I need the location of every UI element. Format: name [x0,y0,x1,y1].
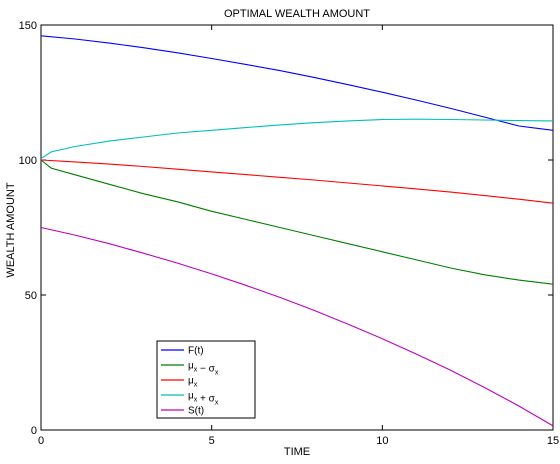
x-tick-label: 0 [38,435,44,447]
y-tick-label: 0 [31,425,37,437]
plot-frame [40,24,554,431]
x-axis-label: TIME [284,446,310,458]
x-tick-label: 10 [376,435,388,447]
legend-label-mu_plus: μx + σx [188,391,219,407]
y-tick-label: 50 [25,290,37,302]
series-line-mu [40,159,554,204]
y-tick-label: 150 [19,20,37,32]
series-line-mu_minus [40,159,554,285]
series-line-mu_plus [40,118,554,160]
legend-label-S: S(t) [188,406,204,417]
legend-label-mu_minus: μx − σx [188,361,219,377]
series-line-S [40,226,554,427]
y-axis-label: WEALTH AMOUNT [5,182,17,277]
y-tick-label: 100 [19,155,37,167]
x-tick-label: 5 [209,435,215,447]
series-line-F [40,35,554,131]
x-tick-label: 15 [547,435,559,447]
legend-label-F: F(t) [188,346,204,357]
chart-title: OPTIMAL WEALTH AMOUNT [224,8,370,20]
legend-label-mu: μx [188,376,198,389]
